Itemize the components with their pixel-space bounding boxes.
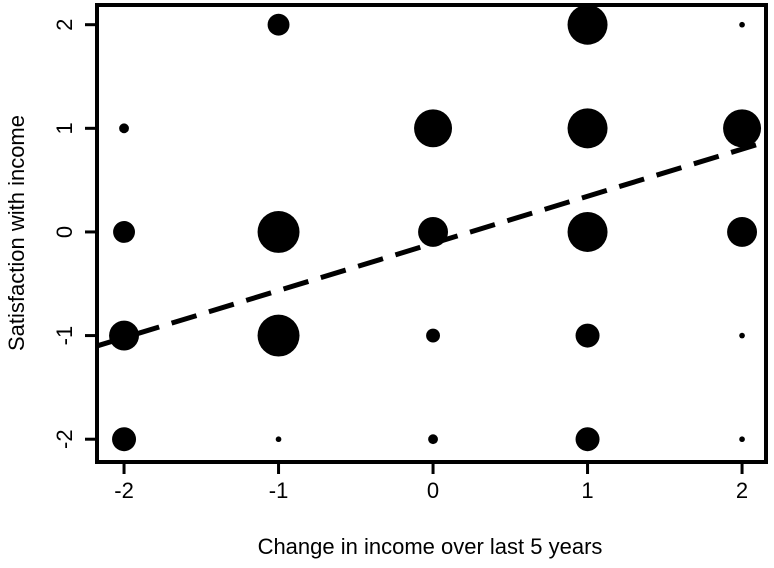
bubble	[112, 427, 137, 452]
bubble	[426, 328, 440, 343]
bubble	[119, 123, 129, 134]
y-tick-label: -2	[52, 429, 77, 449]
bubble	[567, 108, 608, 149]
bubble	[739, 436, 745, 443]
bubble	[575, 427, 600, 452]
bubble	[723, 109, 762, 148]
x-tick-label: 0	[427, 478, 439, 503]
bubble	[109, 320, 140, 351]
bubble	[257, 314, 300, 357]
bubble	[414, 109, 453, 148]
y-tick-label: 1	[52, 122, 77, 134]
bubble	[267, 13, 290, 36]
bubble	[567, 4, 608, 45]
y-tick-label: 0	[52, 226, 77, 238]
x-tick-label: -1	[269, 478, 289, 503]
bubble	[113, 220, 135, 243]
bubble	[275, 436, 282, 443]
x-axis-title: Change in income over last 5 years	[258, 534, 603, 559]
bubble	[257, 210, 300, 253]
bubble	[727, 216, 758, 247]
y-tick-label: -1	[52, 326, 77, 346]
x-tick-label: 1	[581, 478, 593, 503]
bubble	[739, 332, 745, 339]
y-axis-title: Satisfaction with income	[4, 115, 29, 351]
bubble	[575, 323, 600, 348]
x-tick-label: 2	[736, 478, 748, 503]
plot-frame	[95, 3, 768, 464]
bubble	[739, 21, 745, 28]
bubble	[428, 434, 438, 445]
x-tick-label: -2	[114, 478, 134, 503]
y-tick-label: 2	[52, 19, 77, 31]
bubble	[567, 211, 608, 252]
